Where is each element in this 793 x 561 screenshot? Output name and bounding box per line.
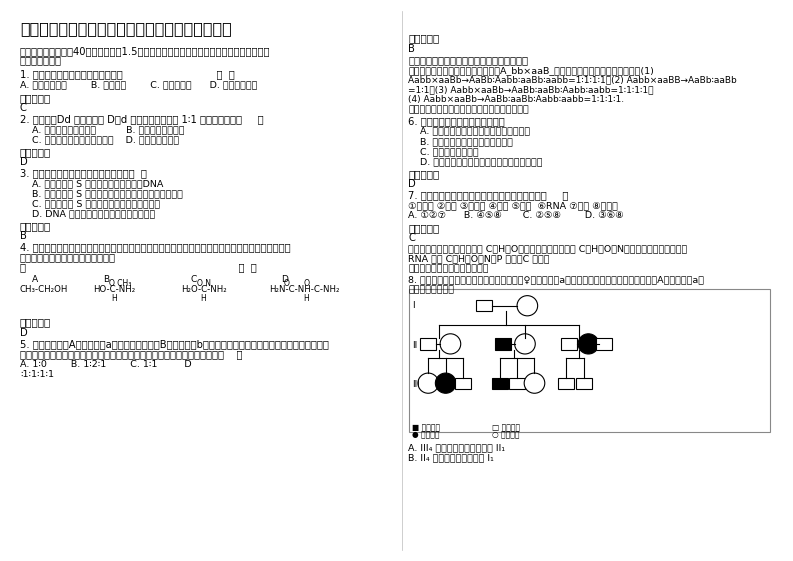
Ellipse shape [440,334,461,354]
Text: D. DNA 是遗传物质，蛋白质不是遗传物质: D. DNA 是遗传物质，蛋白质不是遗传物质 [20,209,155,218]
Text: H₂N-C-NH-C-NH₂: H₂N-C-NH-C-NH₂ [270,285,340,294]
Bar [476,300,492,311]
Text: 一、选择题（本题共40小题，每小题1.5分。在每小题给出的四个选项中，只有一项是符合: 一、选择题（本题共40小题，每小题1.5分。在每小题给出的四个选项中，只有一项是… [20,46,270,56]
Bar [420,338,436,350]
Text: 为显性，正确的是: 为显性，正确的是 [408,286,454,295]
Text: 茄与黄色圆果番茄杂交，从理论上分析，其后代基因型不可能出现的比例是（    ）: 茄与黄色圆果番茄杂交，从理论上分析，其后代基因型不可能出现的比例是（ ） [20,349,243,359]
Text: =1∶1；(3) Aabb×aaBb→AaBb∶aaBb∶Aabb∶aabb=1∶1∶1∶1；: =1∶1；(3) Aabb×aaBb→AaBb∶aaBb∶Aabb∶aabb=1… [408,85,654,94]
Text: ● 患病女性: ● 患病女性 [412,431,440,440]
Ellipse shape [515,334,535,354]
Bar [509,378,525,389]
Text: D: D [20,157,28,167]
Text: H: H [111,294,117,303]
Text: 7. 下列化合物中，含化学元素种类最少的一重是（     ）: 7. 下列化合物中，含化学元素种类最少的一重是（ ） [408,190,569,200]
Text: 乳糖、脂肪和纤维素中均只含 C、H、O，胰岛素、抗体中含有 C、H、O、N等元素，核苷酸、磷脂和: 乳糖、脂肪和纤维素中均只含 C、H、O，胰岛素、抗体中含有 C、H、O、N等元素… [408,244,688,253]
Text: A. 流感病毒侵入人体后，机体获得免疫力: A. 流感病毒侵入人体后，机体获得免疫力 [408,127,531,136]
Text: D: D [408,179,416,189]
Text: A. 1∶0        B. 1∶2∶1        C. 1∶1         D: A. 1∶0 B. 1∶2∶1 C. 1∶1 D [20,360,191,369]
Bar [492,378,508,389]
Text: H₂O-C-NH₂: H₂O-C-NH₂ [181,285,227,294]
Text: B. 细胞膜疆摸失后，发现变黑现象: B. 细胞膜疆摸失后，发现变黑现象 [408,137,513,146]
Text: D: D [20,328,28,338]
Bar [576,378,592,389]
Text: C. 等位基因随配子传递给后代    D. 等位基因的分离: C. 等位基因随配子传递给后代 D. 等位基因的分离 [20,135,179,144]
Text: 2. 基因型为Dd 的个体产生 D、d 两种配子且比例为 1∶1 的主要原因是（     ）: 2. 基因型为Dd 的个体产生 D、d 两种配子且比例为 1∶1 的主要原因是（… [20,114,263,125]
Text: 是                                                                    （  ）: 是 （ ） [20,263,257,273]
Text: □ 正常男性: □ 正常男性 [492,424,519,433]
Text: H: H [201,294,206,303]
Text: I: I [412,301,415,310]
Text: 5. 番茄的红果（A）对黄果（a）为显性，圆果（B）对长果（b）是显性，两对基因独立遗传。现用红色长果番: 5. 番茄的红果（A）对黄果（a）为显性，圆果（B）对长果（b）是显性，两对基因… [20,339,329,349]
Text: 6. 下列生理活动与膜膜有关的是：: 6. 下列生理活动与膜膜有关的是： [408,116,505,126]
Text: C: C [20,103,27,113]
Text: C: C [190,275,197,284]
Text: O N: O N [197,279,211,288]
Text: O CH₃: O CH₃ [109,279,131,288]
Ellipse shape [435,373,456,393]
Text: 参考答案：: 参考答案： [20,93,51,103]
Text: A. ①②⑦      B. ④⑤⑧       C. ②⑤⑧        D. ③⑥⑧: A. ①②⑦ B. ④⑤⑧ C. ②⑤⑧ D. ③⑥⑧ [408,211,624,220]
Ellipse shape [418,373,439,393]
Text: O      O: O O [284,279,310,288]
Text: D: D [282,275,289,284]
Text: 1. 活细胞中含量最多的化合物依次是                              （  ）: 1. 活细胞中含量最多的化合物依次是 （ ） [20,70,235,80]
Text: 参考答案：: 参考答案： [20,221,51,231]
Text: B: B [408,44,416,54]
Text: 【思路点拨】可自由组合定律充分理解并应用。: 【思路点拨】可自由组合定律充分理解并应用。 [408,105,529,114]
Text: 湖北省黄冈市落梅河中学高一生物联考试题含解析: 湖北省黄冈市落梅河中学高一生物联考试题含解析 [20,21,232,36]
Text: A. III₄ 的色觉致病基因来源于 II₁: A. III₄ 的色觉致病基因来源于 II₁ [408,443,505,452]
Text: 参考答案：: 参考答案： [408,223,439,233]
Text: C: C [408,233,416,243]
Bar [561,338,577,350]
Text: 参考答案：: 参考答案： [20,147,51,157]
Text: Aabb×aaBb→AaBb∶Aabb∶aaBb∶aabb=1∶1∶1∶1；(2) Aabb×aaBB→AaBb∶aaBb: Aabb×aaBb→AaBb∶Aabb∶aaBb∶aabb=1∶1∶1∶1；(2… [408,76,737,85]
Text: A. 蛋白质、糖类        B. 水、糖类        C. 水、蛋白质      D. 糖类、蛋白质: A. 蛋白质、糖类 B. 水、糖类 C. 水、蛋白质 D. 糖类、蛋白质 [20,81,257,90]
Text: A: A [32,275,38,284]
Text: ∶1∶1∶1∶1: ∶1∶1∶1∶1 [20,370,54,379]
Text: B. 加热杀死的 S 型细菌中也然含有某种促成转化的因子: B. 加热杀死的 S 型细菌中也然含有某种促成转化的因子 [20,189,182,198]
Text: D. 促进动物生殖器官的发育及生殖细胞的形成: D. 促进动物生殖器官的发育及生殖细胞的形成 [408,157,543,166]
Ellipse shape [524,373,545,393]
Text: B. II₄ 的致病基因只来源于 I₁: B. II₄ 的致病基因只来源于 I₁ [408,453,494,462]
Bar [596,338,612,350]
Text: RNA 含有 C、H、O、N、P 元素，C 正确。: RNA 含有 C、H、O、N、P 元素，C 正确。 [408,254,550,263]
Text: 参考答案：: 参考答案： [408,169,439,179]
Text: 4. 双缩脲试剂鉴定蛋白质的原理是蛋白质中的肽键与双缩脲试剂发生反应产生紫色的络合物。下列能: 4. 双缩脲试剂鉴定蛋白质的原理是蛋白质中的肽键与双缩脲试剂发生反应产生紫色的络… [20,242,290,252]
Text: III: III [412,380,420,389]
Text: 【知识点】自由组合定律以及基因型表现型。: 【知识点】自由组合定律以及基因型表现型。 [408,55,528,65]
Text: 参考答案：: 参考答案： [408,34,439,44]
Bar [455,378,471,389]
Text: C. 血液中氧气的运输: C. 血液中氧气的运输 [408,147,479,156]
Text: HO-C-NH₂: HO-C-NH₂ [94,285,136,294]
Text: 参考答案：: 参考答案： [20,318,51,328]
Text: 3. 肺炎双球菌最初的转化实验结果说明（  ）: 3. 肺炎双球菌最初的转化实验结果说明（ ） [20,168,147,178]
FancyBboxPatch shape [409,289,770,432]
Text: 与双缩脲试剂发生紫色反应的化合物: 与双缩脲试剂发生紫色反应的化合物 [20,252,116,263]
Text: ①胰岛素 ②乳糖 ③核苷酸 ④磷脂 ⑤脂肪  ⑥RNA ⑦抗体 ⑧纤维素: ①胰岛素 ②乳糖 ③核苷酸 ④磷脂 ⑤脂肪 ⑥RNA ⑦抗体 ⑧纤维素 [408,201,619,210]
Text: A. 加热杀死的 S 型细菌中的转化因子是DNA: A. 加热杀死的 S 型细菌中的转化因子是DNA [20,179,163,188]
Text: C. 加热杀死的 S 型细菌中的转化因子是蛋白质: C. 加热杀死的 S 型细菌中的转化因子是蛋白质 [20,199,160,208]
Text: A. 等位基因的相互作用          B. 等位基因相对独立: A. 等位基因的相互作用 B. 等位基因相对独立 [20,125,184,134]
Text: 8. 如下图为某遗传病的系谱图，正常色觉（♀）对色盲（a）为显性，为伴性遗传，正常体色（A）对白色（a）: 8. 如下图为某遗传病的系谱图，正常色觉（♀）对色盲（a）为显性，为伴性遗传，正… [408,275,704,284]
Text: 题目要求的。）: 题目要求的。） [20,56,62,66]
Text: ○ 正常女性: ○ 正常女性 [492,431,519,440]
Text: 解析：由题意可知：两亲本基因型为A_bb×aaB_，因此后代基因型的比例可能是：(1): 解析：由题意可知：两亲本基因型为A_bb×aaB_，因此后代基因型的比例可能是：… [408,66,654,75]
Ellipse shape [517,296,538,316]
Text: CH₃-CH₂OH: CH₃-CH₂OH [20,285,68,294]
Text: B: B [103,275,109,284]
Text: H: H [303,294,308,303]
Text: II: II [412,341,418,350]
Text: (4) Aabb×aaBb→AaBb∶aaBb∶Aabb∶aabb=1∶1∶1∶1.: (4) Aabb×aaBb→AaBb∶aaBb∶Aabb∶aabb=1∶1∶1∶… [408,95,625,104]
Bar [558,378,574,389]
Bar [495,338,511,350]
Text: ■ 患病男性: ■ 患病男性 [412,424,440,433]
Text: 考点定位：细胞中的元素构成。: 考点定位：细胞中的元素构成。 [408,264,489,273]
Ellipse shape [578,334,599,354]
Text: B: B [20,231,27,241]
